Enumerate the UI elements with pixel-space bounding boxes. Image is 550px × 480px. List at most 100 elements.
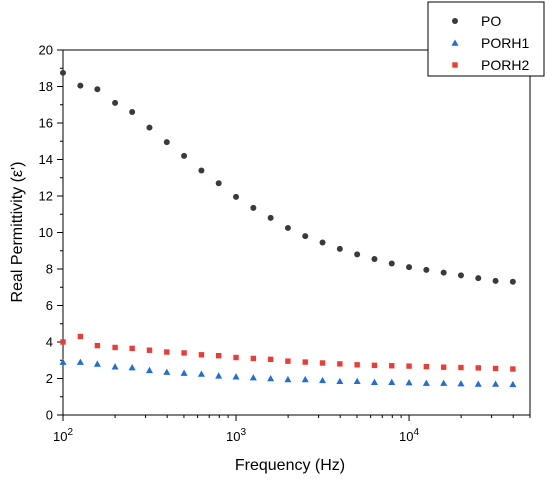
data-point-porh2 xyxy=(94,342,101,349)
data-point-porh2 xyxy=(112,344,118,351)
data-point-porh1 xyxy=(111,363,119,370)
data-point-porh2 xyxy=(458,364,464,371)
data-point-porh2 xyxy=(146,347,153,353)
data-point-porh1 xyxy=(76,358,84,365)
legend-box xyxy=(427,1,545,77)
y-tick-label: 10 xyxy=(39,225,53,240)
data-point-porh1 xyxy=(301,375,309,383)
x-axis-title: Frequency (Hz) xyxy=(235,457,345,474)
data-point-po xyxy=(198,167,205,174)
legend-label-porh1: PORH1 xyxy=(481,35,529,51)
data-point-po xyxy=(319,239,326,246)
data-point-porh2 xyxy=(198,352,205,358)
y-tick-label: 16 xyxy=(39,116,53,131)
data-point-po xyxy=(250,204,257,211)
data-point-porh1 xyxy=(197,370,205,377)
data-point-porh1 xyxy=(492,380,500,387)
data-point-porh1 xyxy=(93,360,101,367)
data-point-po xyxy=(457,272,464,279)
data-point-porh2 xyxy=(337,361,343,367)
data-point-porh1 xyxy=(163,368,171,375)
data-point-porh2 xyxy=(406,363,412,369)
data-point-porh2 xyxy=(475,365,481,371)
data-point-porh2 xyxy=(371,362,378,369)
data-point-po xyxy=(77,82,84,89)
data-point-po xyxy=(94,86,101,93)
axes xyxy=(62,49,531,416)
x-ticks: 102 103 104 xyxy=(53,415,531,444)
data-point-porh1 xyxy=(59,358,67,365)
data-point-porh1 xyxy=(232,373,240,380)
data-point-po xyxy=(233,193,240,200)
data-point-po xyxy=(112,99,119,106)
y-tick-label: 6 xyxy=(46,298,53,313)
y-tick-label: 18 xyxy=(39,79,53,94)
data-point-po xyxy=(302,233,309,240)
legend-label-po: PO xyxy=(481,13,501,29)
y-axis-title: Real Permittivity (ε') xyxy=(9,162,26,303)
data-point-po xyxy=(129,109,136,116)
data-point-porh2 xyxy=(440,364,447,370)
data-marks xyxy=(59,69,517,388)
data-point-porh2 xyxy=(181,350,187,356)
data-point-porh1 xyxy=(267,375,275,382)
data-point-po xyxy=(440,269,447,276)
data-point-po xyxy=(284,224,291,231)
data-point-porh2 xyxy=(129,345,135,352)
data-point-porh1 xyxy=(370,378,378,385)
data-point-porh1 xyxy=(440,379,448,386)
data-point-porh1 xyxy=(128,364,136,371)
y-tick-label: 12 xyxy=(39,189,53,204)
data-point-porh2 xyxy=(60,339,66,345)
data-point-porh2 xyxy=(510,366,516,372)
data-point-po xyxy=(163,139,170,146)
data-point-porh2 xyxy=(354,362,360,368)
data-point-porh1 xyxy=(509,380,517,388)
data-point-porh1 xyxy=(145,366,153,374)
data-point-porh2 xyxy=(285,358,291,364)
data-point-porh2 xyxy=(389,363,395,369)
y-tick-label: 8 xyxy=(46,262,53,277)
data-point-porh1 xyxy=(405,379,413,386)
data-point-porh2 xyxy=(267,356,274,363)
x-tick-label: 103 xyxy=(226,427,246,444)
y-tick-label: 14 xyxy=(39,152,53,167)
data-point-po xyxy=(336,245,343,252)
data-point-porh1 xyxy=(457,380,465,387)
data-point-porh1 xyxy=(353,377,361,385)
y-tick-label: 4 xyxy=(46,335,53,350)
data-point-po xyxy=(267,214,274,221)
data-point-po xyxy=(146,124,153,131)
data-point-porh1 xyxy=(284,375,292,383)
data-point-po xyxy=(371,255,378,262)
data-point-po xyxy=(60,69,66,76)
data-point-po xyxy=(475,275,482,282)
data-point-porh2 xyxy=(250,355,257,362)
data-point-porh2 xyxy=(233,354,239,361)
x-tick-label: 104 xyxy=(399,427,419,444)
legend: PO PORH1 PORH2 xyxy=(427,1,545,77)
legend-marker-po xyxy=(452,18,458,24)
y-tick-label: 0 xyxy=(46,408,53,423)
y-ticks: 0 2 4 6 8 10 12 14 16 18 20 xyxy=(39,43,63,423)
y-tick-label: 2 xyxy=(46,371,53,386)
data-point-porh1 xyxy=(422,379,430,386)
data-point-po xyxy=(215,180,222,187)
y-tick-label: 20 xyxy=(39,43,53,58)
data-point-po xyxy=(181,152,188,159)
data-point-porh1 xyxy=(215,372,223,379)
data-point-po xyxy=(492,277,499,284)
data-point-porh1 xyxy=(180,369,188,376)
data-point-porh1 xyxy=(249,374,257,381)
legend-marker-porh1 xyxy=(451,39,459,46)
data-point-porh1 xyxy=(319,376,327,384)
plot-frame xyxy=(62,49,531,416)
x-tick-label: 102 xyxy=(53,427,73,444)
data-point-porh2 xyxy=(215,352,222,359)
data-point-po xyxy=(509,278,516,285)
legend-label-porh2: PORH2 xyxy=(481,57,529,73)
data-point-porh1 xyxy=(336,377,344,385)
legend-marker-porh2 xyxy=(452,62,458,68)
data-point-porh2 xyxy=(423,363,430,370)
